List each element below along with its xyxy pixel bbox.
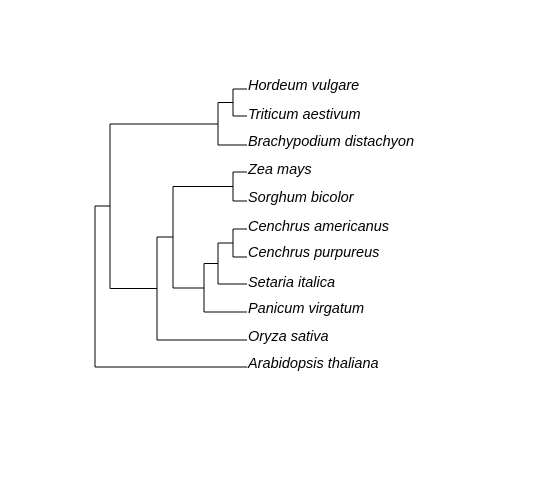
tree-branches: [94, 88, 247, 368]
tip-label-sorghum-bicolor: Sorghum bicolor: [248, 190, 355, 206]
tip-label-hordeum-vulgare: Hordeum vulgare: [248, 78, 359, 94]
tip-label-cenchrus-purpureus: Cenchrus purpureus: [248, 245, 379, 261]
tip-label-cenchrus-americanus: Cenchrus americanus: [248, 219, 389, 235]
tip-label-oryza-sativa: Oryza sativa: [248, 329, 329, 345]
tip-label-setaria-italica: Setaria italica: [248, 275, 335, 291]
tree-tip-labels: Hordeum vulgare Triticum aestivum Brachy…: [247, 78, 414, 372]
tip-label-arabidopsis-thaliana: Arabidopsis thaliana: [247, 356, 379, 372]
tip-label-panicum-virgatum: Panicum virgatum: [248, 301, 364, 317]
tip-label-brachypodium-distachyon: Brachypodium distachyon: [248, 134, 414, 150]
tip-label-zea-mays: Zea mays: [247, 162, 312, 178]
tip-label-triticum-aestivum: Triticum aestivum: [248, 107, 361, 123]
